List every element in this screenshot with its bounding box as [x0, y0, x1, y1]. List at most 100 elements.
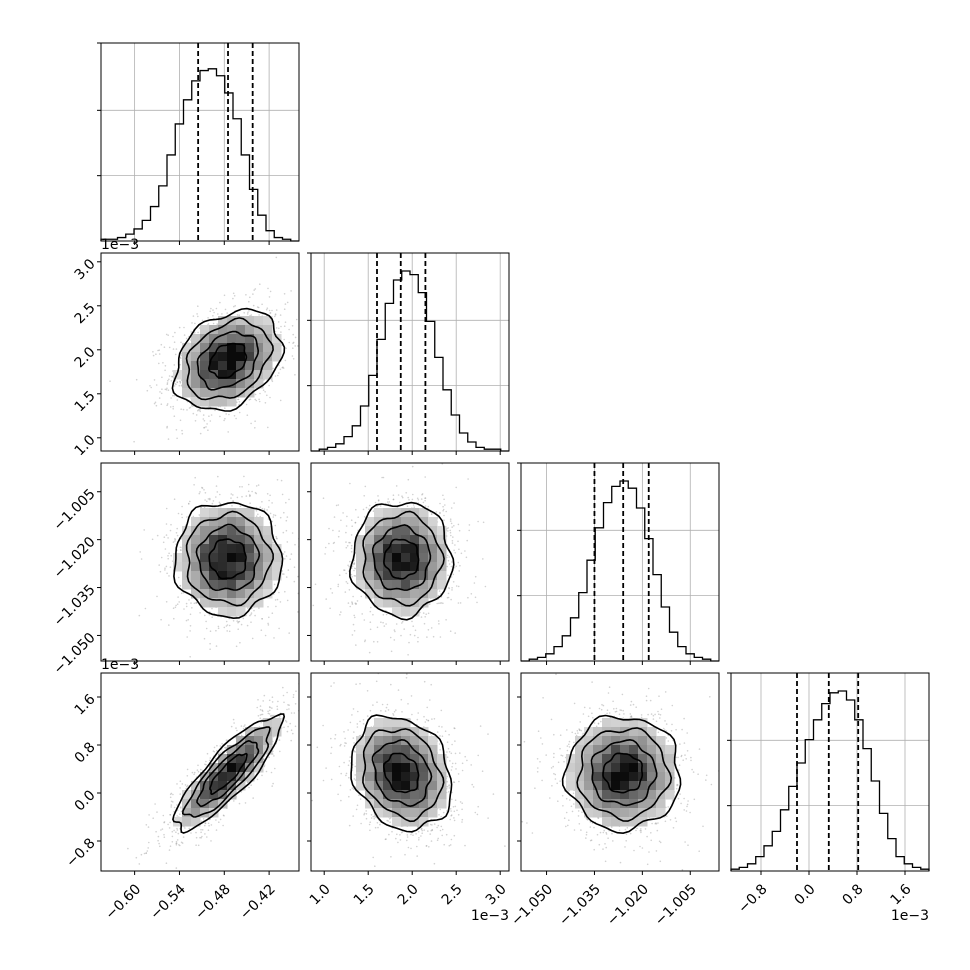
scatter-point	[247, 490, 250, 493]
scatter-point	[331, 592, 334, 594]
scatter-point	[348, 541, 350, 544]
scatter-point	[403, 628, 406, 630]
scatter-point	[340, 611, 342, 613]
scatter-point	[200, 506, 203, 509]
scatter-point	[426, 636, 428, 638]
scatter-point	[207, 429, 209, 432]
scatter-point	[409, 633, 412, 636]
scatter-point	[178, 384, 181, 387]
scatter-point	[373, 640, 375, 643]
scatter-point	[279, 715, 281, 717]
scatter-point	[176, 829, 179, 831]
scatter-point	[473, 582, 476, 584]
scatter-point	[345, 572, 348, 575]
scatter-point	[279, 601, 282, 603]
scatter-point	[204, 492, 207, 494]
scatter-point	[406, 505, 409, 508]
scatter-point	[168, 375, 171, 377]
scatter-point	[195, 844, 197, 846]
scatter-point	[285, 529, 288, 532]
scatter-point	[254, 614, 256, 617]
scatter-point	[224, 407, 226, 410]
scatter-point	[389, 636, 392, 639]
scatter-point	[351, 576, 353, 578]
scatter-point	[451, 561, 453, 563]
scatter-point	[232, 292, 235, 295]
scatter-point	[216, 491, 219, 493]
scatter-point	[204, 822, 207, 824]
scatter-point	[209, 310, 211, 313]
scatter-point	[178, 326, 181, 329]
scatter-point	[275, 256, 278, 259]
scatter-point	[255, 510, 258, 512]
scatter-point	[269, 312, 271, 314]
scatter-point	[217, 313, 219, 315]
scatter-point	[369, 610, 372, 613]
scatter-point	[210, 307, 212, 310]
scatter-point	[347, 602, 350, 604]
scatter-point	[199, 612, 201, 614]
scatter-point	[292, 732, 294, 735]
scatter-point	[353, 614, 356, 617]
scatter-point	[238, 620, 241, 623]
scatter-point	[174, 538, 177, 541]
scatter-point	[271, 520, 274, 523]
scatter-point	[212, 309, 214, 311]
scatter-point	[170, 554, 172, 557]
scatter-point	[417, 640, 419, 643]
scatter-point	[288, 498, 290, 501]
scatter-point	[178, 844, 180, 846]
scatter-point	[275, 537, 278, 539]
scatter-point	[237, 398, 240, 401]
scatter-point	[228, 413, 230, 416]
scatter-point	[395, 485, 398, 487]
scatter-point	[183, 334, 186, 336]
scatter-point	[353, 563, 355, 565]
scatter-point	[265, 308, 268, 311]
scatter-point	[291, 532, 294, 534]
scatter-point	[168, 624, 170, 626]
scatter-point	[239, 505, 242, 508]
scatter-point	[172, 541, 175, 543]
scatter-point	[438, 623, 440, 625]
scatter-point	[214, 409, 216, 412]
scatter-point	[168, 552, 170, 555]
scatter-point	[261, 718, 264, 721]
scatter-point	[201, 486, 203, 489]
scatter-point	[178, 380, 181, 383]
scatter-point	[204, 833, 206, 835]
scatter-point	[332, 542, 335, 545]
scatter-point	[172, 801, 174, 803]
scatter-point	[237, 628, 239, 630]
scatter-point	[251, 637, 254, 640]
scatter-point	[178, 601, 180, 603]
scatter-point	[275, 605, 277, 608]
scatter-point	[267, 426, 269, 429]
scatter-point	[457, 602, 460, 604]
scatter-point	[212, 500, 215, 502]
scatter-point	[191, 771, 194, 774]
scatter-point	[221, 743, 223, 745]
scatter-point	[247, 781, 249, 784]
scatter-point	[267, 287, 269, 290]
scatter-point	[173, 617, 175, 620]
scatter-point	[254, 398, 256, 401]
scatter-point	[167, 555, 169, 557]
scatter-point	[250, 613, 252, 616]
scatter-point	[163, 536, 166, 538]
scatter-point	[205, 763, 207, 766]
scatter-point	[158, 842, 160, 845]
scatter-point	[290, 729, 293, 731]
scatter-point	[173, 394, 176, 397]
scatter-point	[233, 305, 235, 308]
scatter-point	[167, 389, 170, 392]
scatter-point	[186, 516, 188, 518]
scatter-point	[209, 420, 212, 422]
scatter-point	[275, 309, 278, 311]
scatter-point	[197, 408, 200, 411]
scatter-point	[269, 312, 272, 314]
scatter-point	[200, 768, 202, 771]
scatter-point	[174, 538, 176, 540]
scatter-point	[249, 495, 251, 498]
scatter-point	[212, 315, 214, 317]
